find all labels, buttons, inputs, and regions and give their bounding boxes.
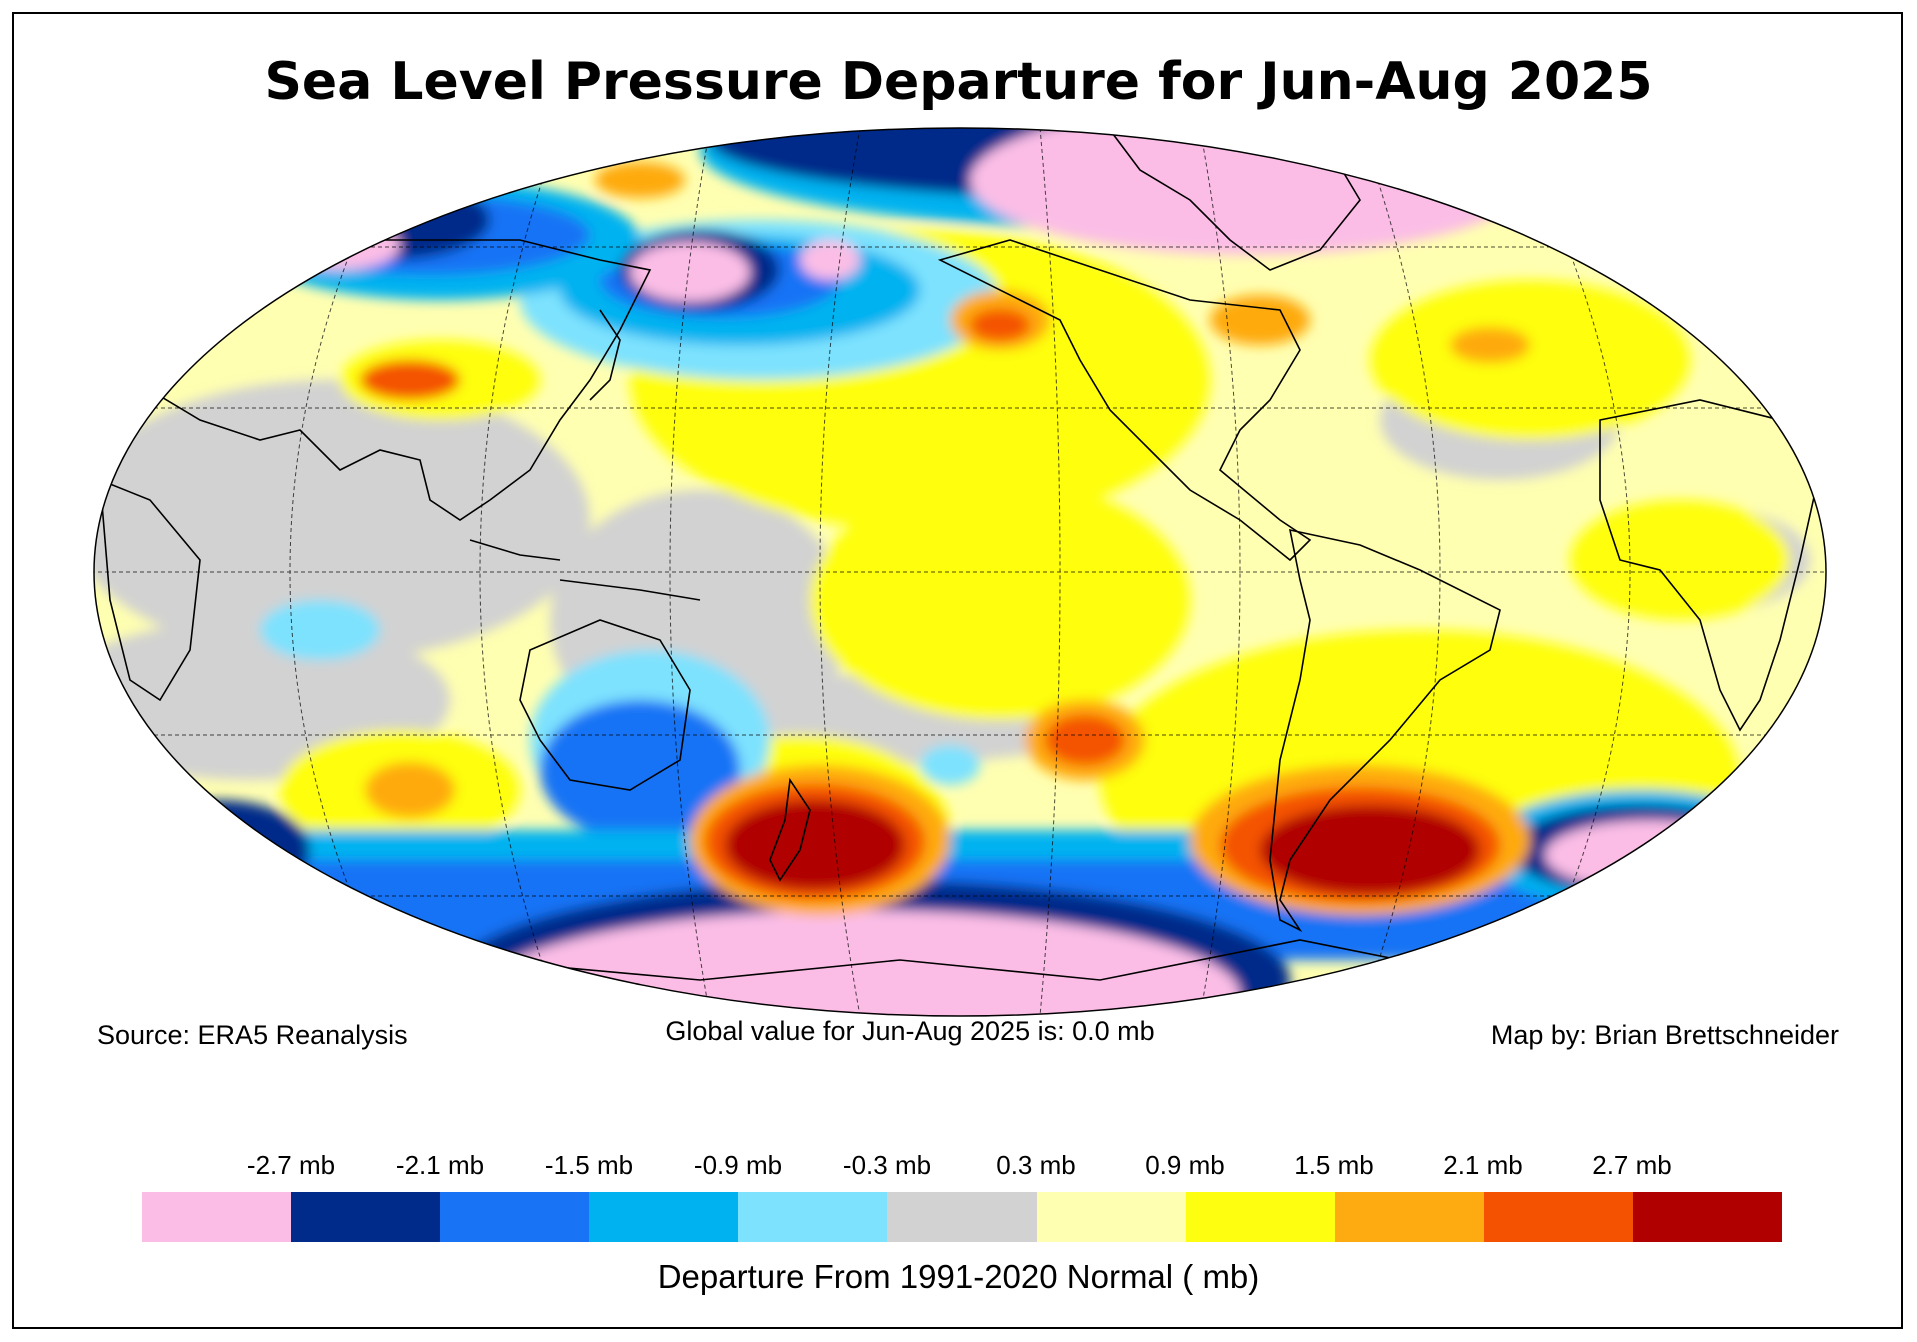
legend-color-swatch — [1334, 1192, 1484, 1242]
legend-color-swatch — [142, 1192, 292, 1242]
legend-color-swatch — [1185, 1192, 1335, 1242]
legend-tick: 0.3 mb — [996, 1150, 1076, 1180]
legend-tick-labels: -2.7 mb -2.1 mb -1.5 mb -0.9 mb -0.3 mb … — [0, 1150, 1917, 1186]
legend-color-swatch — [1036, 1192, 1186, 1242]
global-value-label: Global value for Jun-Aug 2025 is: 0.0 mb — [665, 1016, 1155, 1046]
legend-tick: -0.3 mb — [842, 1150, 932, 1180]
legend-color-swatch — [589, 1192, 739, 1242]
map-credit: Map by: Brian Brettschneider — [1490, 1020, 1839, 1050]
legend-tick: 0.9 mb — [1145, 1150, 1225, 1180]
figure-border — [12, 12, 1903, 1329]
legend-color-swatch — [291, 1192, 441, 1242]
legend-color-swatch — [440, 1192, 590, 1242]
legend-tick: -0.9 mb — [693, 1150, 783, 1180]
map-title: Sea Level Pressure Departure for Jun-Aug… — [264, 52, 1653, 112]
legend-color-swatch — [887, 1192, 1037, 1242]
legend-color-swatch — [1632, 1192, 1783, 1242]
map-outline — [93, 127, 1827, 1017]
legend-tick: -2.1 mb — [395, 1150, 485, 1180]
source-label: Source: ERA5 Reanalysis — [97, 1020, 408, 1050]
legend-color-swatch — [738, 1192, 888, 1242]
legend-tick: 1.5 mb — [1294, 1150, 1374, 1180]
legend-tick: 2.1 mb — [1443, 1150, 1523, 1180]
legend-title: Departure From 1991-2020 Normal ( mb) — [657, 1258, 1260, 1295]
legend-tick: 2.7 mb — [1592, 1150, 1672, 1180]
legend-tick: -1.5 mb — [544, 1150, 634, 1180]
legend-color-swatch — [1483, 1192, 1633, 1242]
legend-colorbar — [142, 1192, 1783, 1242]
legend-tick: -2.7 mb — [246, 1150, 336, 1180]
